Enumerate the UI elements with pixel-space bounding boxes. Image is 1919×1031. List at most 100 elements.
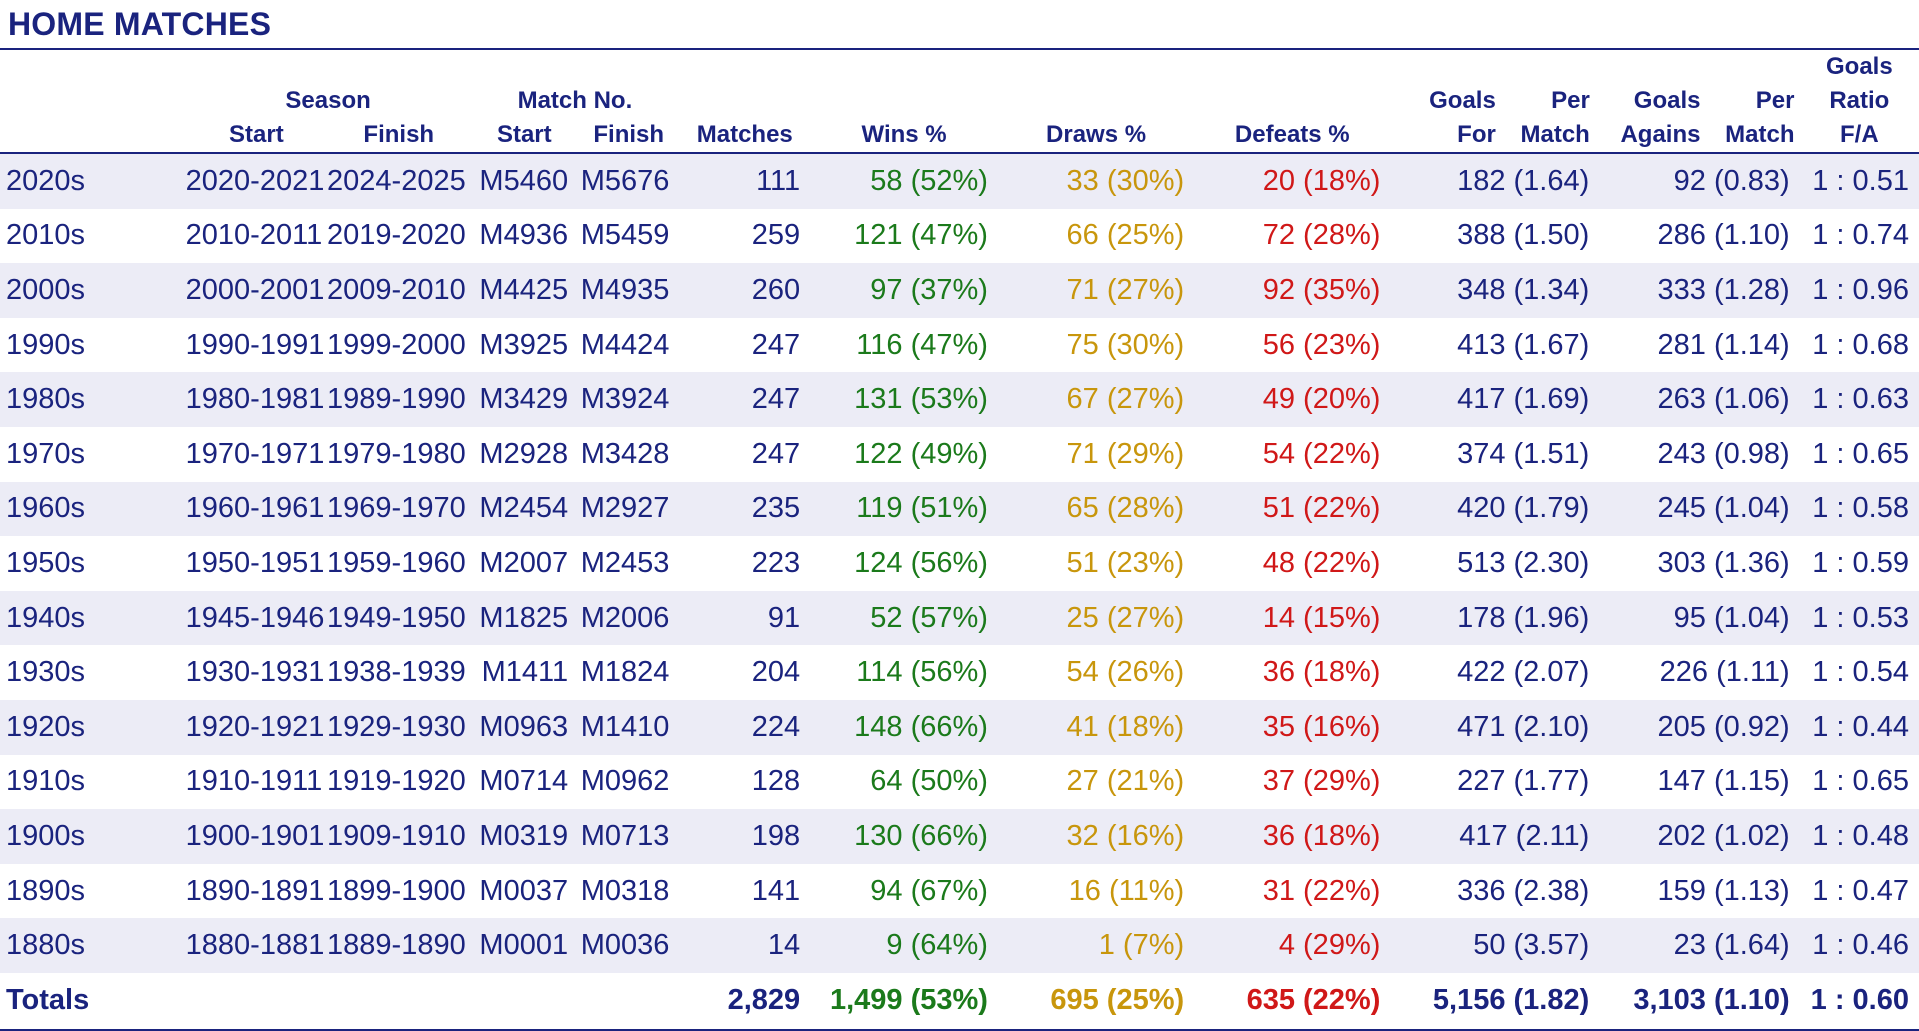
goals-against-cell: 333 (1.28) — [1599, 263, 1800, 318]
goals-for-cell: 417 (2.11) — [1390, 809, 1600, 864]
ratio-cell: 1 : 0.59 — [1799, 536, 1919, 591]
ratio-cell: 1 : 0.51 — [1799, 153, 1919, 209]
matches-cell: 235 — [679, 481, 811, 537]
totals-goals-for: 5,156 (1.82) — [1390, 972, 1600, 1031]
season-finish-cell: 1959-1960 — [327, 536, 471, 591]
goals-against-cell: 202 (1.02) — [1599, 809, 1800, 864]
goals-against-cell: 303 (1.36) — [1599, 536, 1800, 591]
match-finish-cell: M0962 — [578, 754, 680, 810]
match-finish-header: Finish — [578, 118, 680, 154]
draws-cell: 66 (25%) — [997, 208, 1195, 264]
totals-wins: 1,499 (53%) — [810, 972, 998, 1031]
season-finish-cell: 1949-1950 — [327, 590, 471, 646]
wins-cell: 116 (47%) — [810, 317, 998, 373]
season-finish-cell: 1919-1920 — [327, 754, 471, 810]
match-start-cell: M0714 — [470, 754, 579, 810]
decade-cell: 1980s — [0, 372, 186, 427]
season-start-cell: 2020-2021 — [185, 153, 328, 209]
defeats-cell: 48 (22%) — [1194, 536, 1391, 591]
goals-for-cell: 420 (1.79) — [1390, 481, 1600, 537]
wins-cell: 58 (52%) — [810, 153, 998, 209]
ratio-cell: 1 : 0.58 — [1799, 481, 1919, 537]
table-row: 1930s 1930-1931 1938-1939 M1411 M1824 204 114 … — [0, 645, 1919, 700]
season-finish-cell: 1929-1930 — [327, 699, 471, 755]
draws-cell: 1 (7%) — [997, 918, 1195, 973]
matches-cell: 141 — [679, 863, 811, 919]
draws-cell: 16 (11%) — [997, 863, 1195, 919]
goals-for-cell: 227 (1.77) — [1390, 754, 1600, 810]
draws-cell: 71 (29%) — [997, 426, 1195, 482]
draws-cell: 51 (23%) — [997, 536, 1195, 591]
ratio-cell: 1 : 0.68 — [1799, 317, 1919, 373]
goals-for-cell: 388 (1.50) — [1390, 208, 1600, 264]
season-start-cell: 1950-1951 — [185, 536, 328, 591]
matches-cell: 111 — [679, 153, 811, 209]
title-divider — [0, 48, 1919, 50]
ratio-cell: 1 : 0.65 — [1799, 754, 1919, 810]
decade-cell: 1970s — [0, 426, 186, 482]
season-start-cell: 1960-1961 — [185, 481, 328, 537]
wins-cell: 130 (66%) — [810, 809, 998, 864]
season-finish-cell: 1889-1890 — [327, 918, 471, 973]
match-finish-cell: M3924 — [578, 372, 680, 427]
draws-cell: 67 (27%) — [997, 372, 1195, 427]
match-finish-cell: M1410 — [578, 699, 680, 755]
season-group-header: Season — [285, 87, 371, 114]
matches-cell: 247 — [679, 426, 811, 482]
decade-cell: 1940s — [0, 590, 186, 646]
goals-against-cell: 286 (1.10) — [1599, 208, 1800, 264]
decade-cell: 1910s — [0, 754, 186, 810]
season-start-cell: 1990-1991 — [185, 317, 328, 373]
season-finish-cell: 2019-2020 — [327, 208, 471, 264]
match-finish-cell: M5676 — [578, 153, 680, 209]
table-row: 1960s 1960-1961 1969-1970 M2454 M2927 235 119 … — [0, 481, 1919, 537]
defeats-cell: 14 (15%) — [1194, 590, 1391, 646]
decade-cell: 1880s — [0, 918, 186, 973]
draws-cell: 71 (27%) — [997, 263, 1195, 318]
draws-cell: 41 (18%) — [997, 699, 1195, 755]
ratio-cell: 1 : 0.54 — [1799, 645, 1919, 700]
wins-cell: 114 (56%) — [810, 645, 998, 700]
decade-cell: 1920s — [0, 699, 186, 755]
table-row: 1980s 1980-1981 1989-1990 M3429 M3924 247 131 … — [0, 372, 1919, 427]
season-start-cell: 1910-1911 — [185, 754, 328, 810]
ratio-cell: 1 : 0.46 — [1799, 918, 1919, 973]
match-start-cell: M4936 — [470, 208, 579, 264]
totals-goals-against: 3,103 (1.10) — [1599, 972, 1800, 1031]
home-matches-table: Goals Season Match No. Goals Per Goals Per… — [0, 50, 1919, 1031]
matches-cell: 128 — [679, 754, 811, 810]
matches-cell: 247 — [679, 372, 811, 427]
table-row: 1890s 1890-1891 1899-1900 M0037 M0318 141 94 (… — [0, 863, 1919, 919]
ratio-cell: 1 : 0.44 — [1799, 699, 1919, 755]
goals-against-cell: 245 (1.04) — [1599, 481, 1800, 537]
season-start-cell: 1945-1946 — [185, 590, 328, 646]
wins-cell: 148 (66%) — [810, 699, 998, 755]
decade-cell: 2000s — [0, 263, 186, 318]
per-match-for-header-line1: Per — [1551, 87, 1590, 114]
matches-cell: 91 — [679, 590, 811, 646]
decade-cell: 2020s — [0, 153, 186, 209]
defeats-cell: 92 (35%) — [1194, 263, 1391, 318]
match-finish-cell: M3428 — [578, 426, 680, 482]
defeats-cell: 54 (22%) — [1194, 426, 1391, 482]
wins-cell: 94 (67%) — [810, 863, 998, 919]
defeats-cell: 4 (29%) — [1194, 918, 1391, 973]
table-row: 2010s 2010-2011 2019-2020 M4936 M5459 259 121 … — [0, 208, 1919, 264]
season-finish-cell: 2024-2025 — [327, 153, 471, 209]
match-start-header: Start — [470, 118, 579, 154]
goals-against-cell: 281 (1.14) — [1599, 317, 1800, 373]
goals-against-cell: 23 (1.64) — [1599, 918, 1800, 973]
match-start-cell: M1411 — [470, 645, 579, 700]
decade-cell: 2010s — [0, 208, 186, 264]
page-title: HOME MATCHES — [8, 6, 272, 42]
goals-for-cell: 348 (1.34) — [1390, 263, 1600, 318]
match-start-cell: M2454 — [470, 481, 579, 537]
goals-against-cell: 147 (1.15) — [1599, 754, 1800, 810]
table-row: 1970s 1970-1971 1979-1980 M2928 M3428 247 122 … — [0, 426, 1919, 482]
match-finish-cell: M2006 — [578, 590, 680, 646]
season-finish-cell: 1979-1980 — [327, 426, 471, 482]
decade-rows: 2020s 2020-2021 2024-2025 M5460 M5676 111 58 (… — [0, 153, 1919, 973]
ratio-cell: 1 : 0.47 — [1799, 863, 1919, 919]
season-finish-header: Finish — [327, 118, 471, 154]
season-start-cell: 2000-2001 — [185, 263, 328, 318]
